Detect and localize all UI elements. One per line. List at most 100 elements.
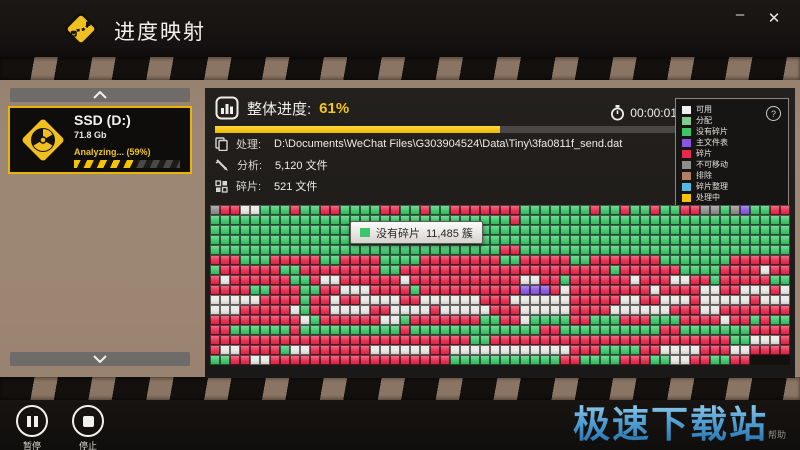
- cluster-map[interactable]: 没有碎片 11,485 簇: [210, 205, 790, 365]
- map-cell: [670, 245, 680, 255]
- map-cell: [480, 265, 490, 275]
- map-cell: [570, 285, 580, 295]
- pause-button[interactable]: 暂停: [4, 405, 60, 450]
- map-cell: [640, 265, 650, 275]
- map-cell: [320, 355, 330, 365]
- map-cell: [240, 205, 250, 215]
- map-cell: [650, 355, 660, 365]
- map-cell: [390, 325, 400, 335]
- map-cell: [410, 275, 420, 285]
- minimize-button[interactable]: –: [735, 5, 745, 23]
- map-cell: [650, 315, 660, 325]
- map-cell: [380, 285, 390, 295]
- map-cell: [420, 325, 430, 335]
- map-cell: [540, 275, 550, 285]
- map-cell: [410, 255, 420, 265]
- map-cell: [730, 275, 740, 285]
- map-cell: [770, 325, 780, 335]
- map-cell: [390, 355, 400, 365]
- map-cell: [470, 265, 480, 275]
- map-cell: [550, 315, 560, 325]
- map-cell: [360, 275, 370, 285]
- map-cell: [310, 335, 320, 345]
- map-cell: [450, 355, 460, 365]
- map-cell: [700, 245, 710, 255]
- map-cell: [280, 225, 290, 235]
- map-cell: [760, 315, 770, 325]
- map-cell: [560, 325, 570, 335]
- map-cell: [300, 275, 310, 285]
- map-cell: [630, 245, 640, 255]
- map-cell: [580, 205, 590, 215]
- map-cell: [460, 335, 470, 345]
- map-cell: [700, 285, 710, 295]
- map-cell: [330, 235, 340, 245]
- map-cell: [590, 205, 600, 215]
- map-cell: [580, 235, 590, 245]
- stop-button[interactable]: 停止: [60, 405, 116, 450]
- map-cell: [620, 205, 630, 215]
- map-cell: [260, 235, 270, 245]
- legend-swatch: [682, 160, 691, 169]
- map-cell: [440, 305, 450, 315]
- map-cell: [230, 215, 240, 225]
- map-cell: [600, 235, 610, 245]
- map-cell: [440, 315, 450, 325]
- map-cell: [700, 355, 710, 365]
- map-cell: [680, 285, 690, 295]
- bar-chart-icon: [215, 96, 239, 120]
- progress-map-panel: 整体进度: 61% 00:00:01 处理: D:\Documents\WeCh…: [205, 88, 795, 378]
- map-cell: [720, 355, 730, 365]
- map-cell: [380, 245, 390, 255]
- map-cell: [470, 325, 480, 335]
- map-cell: [680, 325, 690, 335]
- map-cell: [710, 235, 720, 245]
- drive-list-scroll-up[interactable]: [10, 88, 190, 102]
- legend-label: 处理中: [696, 193, 720, 202]
- map-cell: [370, 205, 380, 215]
- map-cell: [580, 285, 590, 295]
- legend-help-icon[interactable]: ?: [766, 106, 781, 121]
- map-cell: [410, 295, 420, 305]
- close-button[interactable]: ✕: [767, 10, 781, 27]
- map-cell: [340, 305, 350, 315]
- map-cell: [620, 345, 630, 355]
- map-cell: [600, 355, 610, 365]
- map-cell: [520, 205, 530, 215]
- map-cell: [580, 215, 590, 225]
- map-cell: [630, 325, 640, 335]
- map-cell: [440, 325, 450, 335]
- map-cell: [490, 215, 500, 225]
- map-cell: [550, 305, 560, 315]
- map-cell: [440, 295, 450, 305]
- drive-list-scroll-down[interactable]: [10, 352, 190, 366]
- map-cell: [560, 215, 570, 225]
- map-cell: [760, 305, 770, 315]
- map-cell: [380, 275, 390, 285]
- map-cell: [670, 275, 680, 285]
- map-cell: [750, 245, 760, 255]
- map-cell: [430, 305, 440, 315]
- map-cell: [690, 275, 700, 285]
- map-cell: [530, 325, 540, 335]
- map-cell: [740, 355, 750, 365]
- drive-card-ssd-d[interactable]: SSD (D:) 71.8 Gb Analyzing... (59%): [8, 106, 192, 174]
- map-cell: [760, 235, 770, 245]
- map-cell: [270, 225, 280, 235]
- map-cell: [490, 315, 500, 325]
- map-cell: [650, 295, 660, 305]
- map-cell: [630, 355, 640, 365]
- map-cell: [550, 215, 560, 225]
- map-cell: [770, 235, 780, 245]
- map-cell: [210, 255, 220, 265]
- map-cell: [780, 205, 790, 215]
- map-cell: [410, 325, 420, 335]
- help-link[interactable]: 帮助: [767, 430, 786, 440]
- map-cell: [740, 325, 750, 335]
- map-cell: [350, 345, 360, 355]
- map-cell: [220, 335, 230, 345]
- map-cell: [270, 345, 280, 355]
- legend-swatch: [682, 127, 691, 136]
- map-cell: [210, 205, 220, 215]
- map-cell: [500, 355, 510, 365]
